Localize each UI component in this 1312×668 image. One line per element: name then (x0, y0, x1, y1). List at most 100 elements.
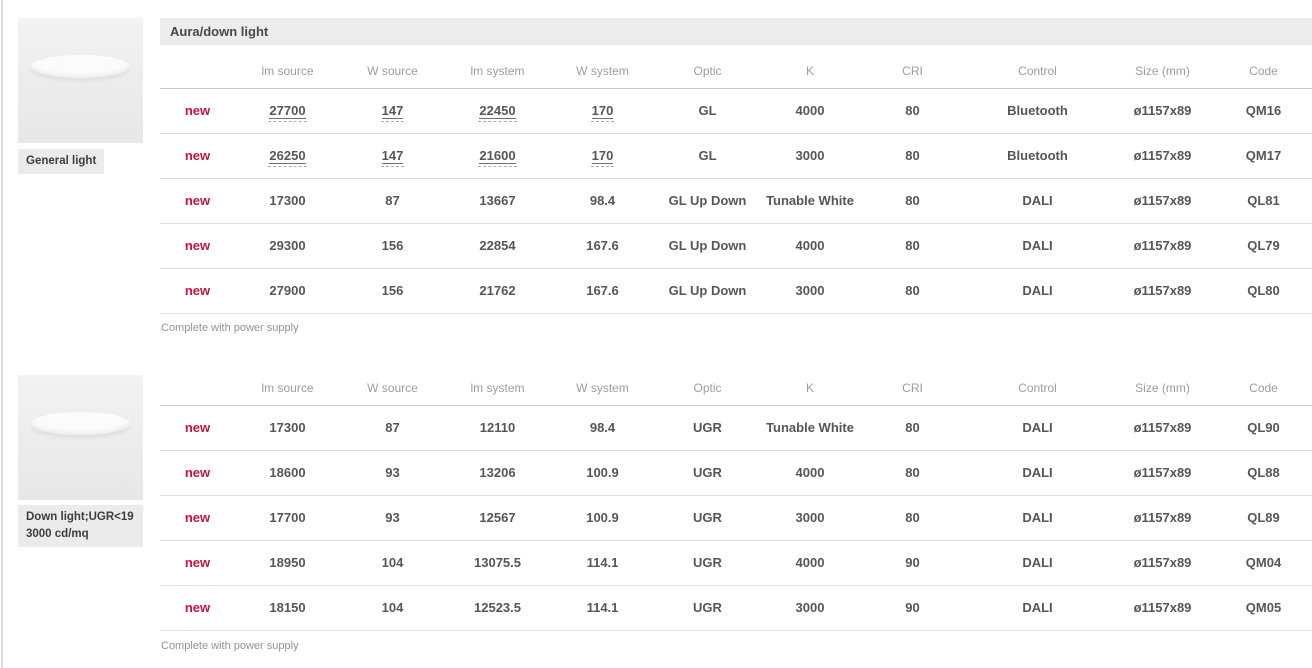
cell-cri: 90 (860, 540, 965, 586)
col-header-w-system: W system (550, 54, 655, 89)
cell-k: 3000 (760, 495, 860, 541)
section-title-bar: Aura/down light (160, 18, 1312, 45)
spec-table-down-light: lm source W source lm system W system Optic K… (160, 371, 1312, 631)
new-badge: new (160, 450, 235, 496)
table-row: new 29300 156 22854 167.6 GL Up Down 4000 80 DAL… (160, 223, 1312, 269)
cell-size-mm: ø1157x89 (1110, 268, 1215, 314)
cell-lm-system: 12567 (445, 495, 550, 541)
tooltip-value[interactable]: 147 (380, 102, 405, 122)
tooltip-value[interactable]: 21600 (478, 147, 517, 167)
cell-code: QL88 (1215, 450, 1312, 496)
cell-lm-source: 26250 (235, 133, 340, 179)
table-row: new 17300 87 13667 98.4 GL Up Down Tunable Whi… (160, 178, 1312, 224)
tooltip-value[interactable]: 147 (380, 147, 405, 167)
cell-k: 4000 (760, 450, 860, 496)
cell-lm-source: 17300 (235, 178, 340, 224)
cell-code: QL79 (1215, 223, 1312, 269)
col-header-optic: Optic (655, 371, 760, 406)
col-header-size-mm: Size (mm) (1110, 371, 1215, 406)
cell-k: 3000 (760, 268, 860, 314)
cell-lm-system: 22450 (445, 88, 550, 134)
cell-k: Tunable White (760, 405, 860, 451)
cell-cri: 80 (860, 405, 965, 451)
cell-optic: UGR (655, 450, 760, 496)
col-header-lm-system: lm system (445, 371, 550, 406)
cell-optic: UGR (655, 585, 760, 631)
cell-lm-system: 13206 (445, 450, 550, 496)
table-row: new 18950 104 13075.5 114.1 UGR 4000 90 DALI ø115… (160, 540, 1312, 586)
cell-w-source: 93 (340, 495, 445, 541)
cell-control: DALI (965, 405, 1110, 451)
tooltip-value[interactable]: 27700 (268, 102, 307, 122)
cell-cri: 80 (860, 450, 965, 496)
cell-lm-source: 17300 (235, 405, 340, 451)
cell-w-source: 93 (340, 450, 445, 496)
cell-code: QL80 (1215, 268, 1312, 314)
cell-w-system: 98.4 (550, 405, 655, 451)
cell-size-mm: ø1157x89 (1110, 88, 1215, 134)
cell-size-mm: ø1157x89 (1110, 540, 1215, 586)
col-header-k: K (760, 54, 860, 89)
new-badge: new (160, 268, 235, 314)
cell-cri: 80 (860, 88, 965, 134)
product-label-general-light: General light (18, 149, 105, 174)
cell-size-mm: ø1157x89 (1110, 495, 1215, 541)
col-header-badge (160, 371, 235, 406)
cell-size-mm: ø1157x89 (1110, 223, 1215, 269)
cell-w-source: 147 (340, 133, 445, 179)
cell-k: Tunable White (760, 178, 860, 224)
col-header-optic: Optic (655, 54, 760, 89)
cell-w-source: 156 (340, 268, 445, 314)
cell-control: DALI (965, 540, 1110, 586)
table-row: new 18600 93 13206 100.9 UGR 4000 80 DALI ø1157x8… (160, 450, 1312, 496)
new-badge: new (160, 495, 235, 541)
tooltip-value[interactable]: 170 (590, 102, 615, 122)
cell-control: DALI (965, 450, 1110, 496)
cell-w-source: 87 (340, 178, 445, 224)
tooltip-value[interactable]: 26250 (268, 147, 307, 167)
cell-control: Bluetooth (965, 88, 1110, 134)
cell-lm-system: 22854 (445, 223, 550, 269)
col-header-lm-source: lm source (235, 371, 340, 406)
cell-w-system: 167.6 (550, 268, 655, 314)
cell-size-mm: ø1157x89 (1110, 178, 1215, 224)
cell-w-system: 170 (550, 88, 655, 134)
cell-optic: GL Up Down (655, 268, 760, 314)
tooltip-value[interactable]: 22450 (478, 102, 517, 122)
cell-w-source: 104 (340, 585, 445, 631)
cell-k: 4000 (760, 223, 860, 269)
col-header-control: Control (965, 54, 1110, 89)
cell-code: QM05 (1215, 585, 1312, 631)
cell-lm-source: 18950 (235, 540, 340, 586)
cell-w-system: 114.1 (550, 585, 655, 631)
cell-code: QL81 (1215, 178, 1312, 224)
cell-code: QM16 (1215, 88, 1312, 134)
cell-cri: 90 (860, 585, 965, 631)
table-row: new 27900 156 21762 167.6 GL Up Down 3000 80 DAL… (160, 268, 1312, 314)
cell-optic: GL Up Down (655, 178, 760, 224)
col-header-code: Code (1215, 371, 1312, 406)
cell-k: 4000 (760, 88, 860, 134)
cell-cri: 80 (860, 223, 965, 269)
cell-lm-system: 12110 (445, 405, 550, 451)
cell-optic: UGR (655, 405, 760, 451)
col-header-code: Code (1215, 54, 1312, 89)
col-header-size-mm: Size (mm) (1110, 54, 1215, 89)
cell-lm-system: 21762 (445, 268, 550, 314)
new-badge: new (160, 223, 235, 269)
cell-w-system: 100.9 (550, 495, 655, 541)
spec-table-general-light: lm source W source lm system W system Optic K… (160, 54, 1312, 314)
cell-lm-source: 27700 (235, 88, 340, 134)
new-badge: new (160, 585, 235, 631)
product-photo-down-light (18, 375, 143, 500)
cell-lm-system: 12523.5 (445, 585, 550, 631)
cell-optic: GL (655, 88, 760, 134)
new-badge: new (160, 88, 235, 134)
cell-control: DALI (965, 178, 1110, 224)
tooltip-value[interactable]: 170 (590, 147, 615, 167)
cell-lm-system: 13075.5 (445, 540, 550, 586)
cell-optic: UGR (655, 495, 760, 541)
ceiling-light-fixture-image (31, 55, 130, 78)
cell-lm-source: 18600 (235, 450, 340, 496)
